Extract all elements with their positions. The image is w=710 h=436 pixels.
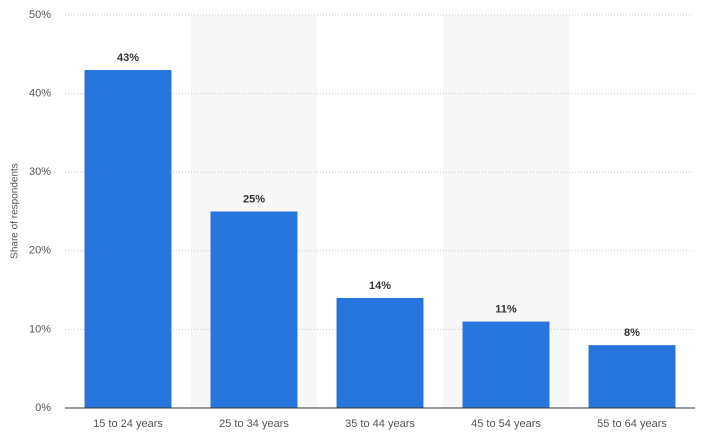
x-tick-label: 55 to 64 years <box>597 418 667 430</box>
x-tick-label: 45 to 54 years <box>471 418 541 430</box>
bar <box>210 211 298 408</box>
y-tick-label: 50% <box>29 9 51 21</box>
value-label: 8% <box>624 327 640 339</box>
value-label: 25% <box>243 193 265 205</box>
y-axis-label: Share of respondents <box>10 163 21 259</box>
value-label: 43% <box>117 52 139 64</box>
y-tick-label: 10% <box>29 323 51 335</box>
y-tick-label: 30% <box>29 166 51 178</box>
value-label: 14% <box>369 280 391 292</box>
y-tick-label: 20% <box>29 245 51 257</box>
y-tick-label: 0% <box>35 402 51 414</box>
x-tick-label: 35 to 44 years <box>345 418 415 430</box>
x-tick-label: 25 to 34 years <box>219 418 289 430</box>
bar <box>588 345 676 408</box>
bar <box>84 70 172 409</box>
bar <box>462 321 550 408</box>
bar <box>336 297 424 408</box>
y-tick-label: 40% <box>29 88 51 100</box>
x-tick-label: 15 to 24 years <box>93 418 163 430</box>
value-label: 11% <box>495 303 517 315</box>
